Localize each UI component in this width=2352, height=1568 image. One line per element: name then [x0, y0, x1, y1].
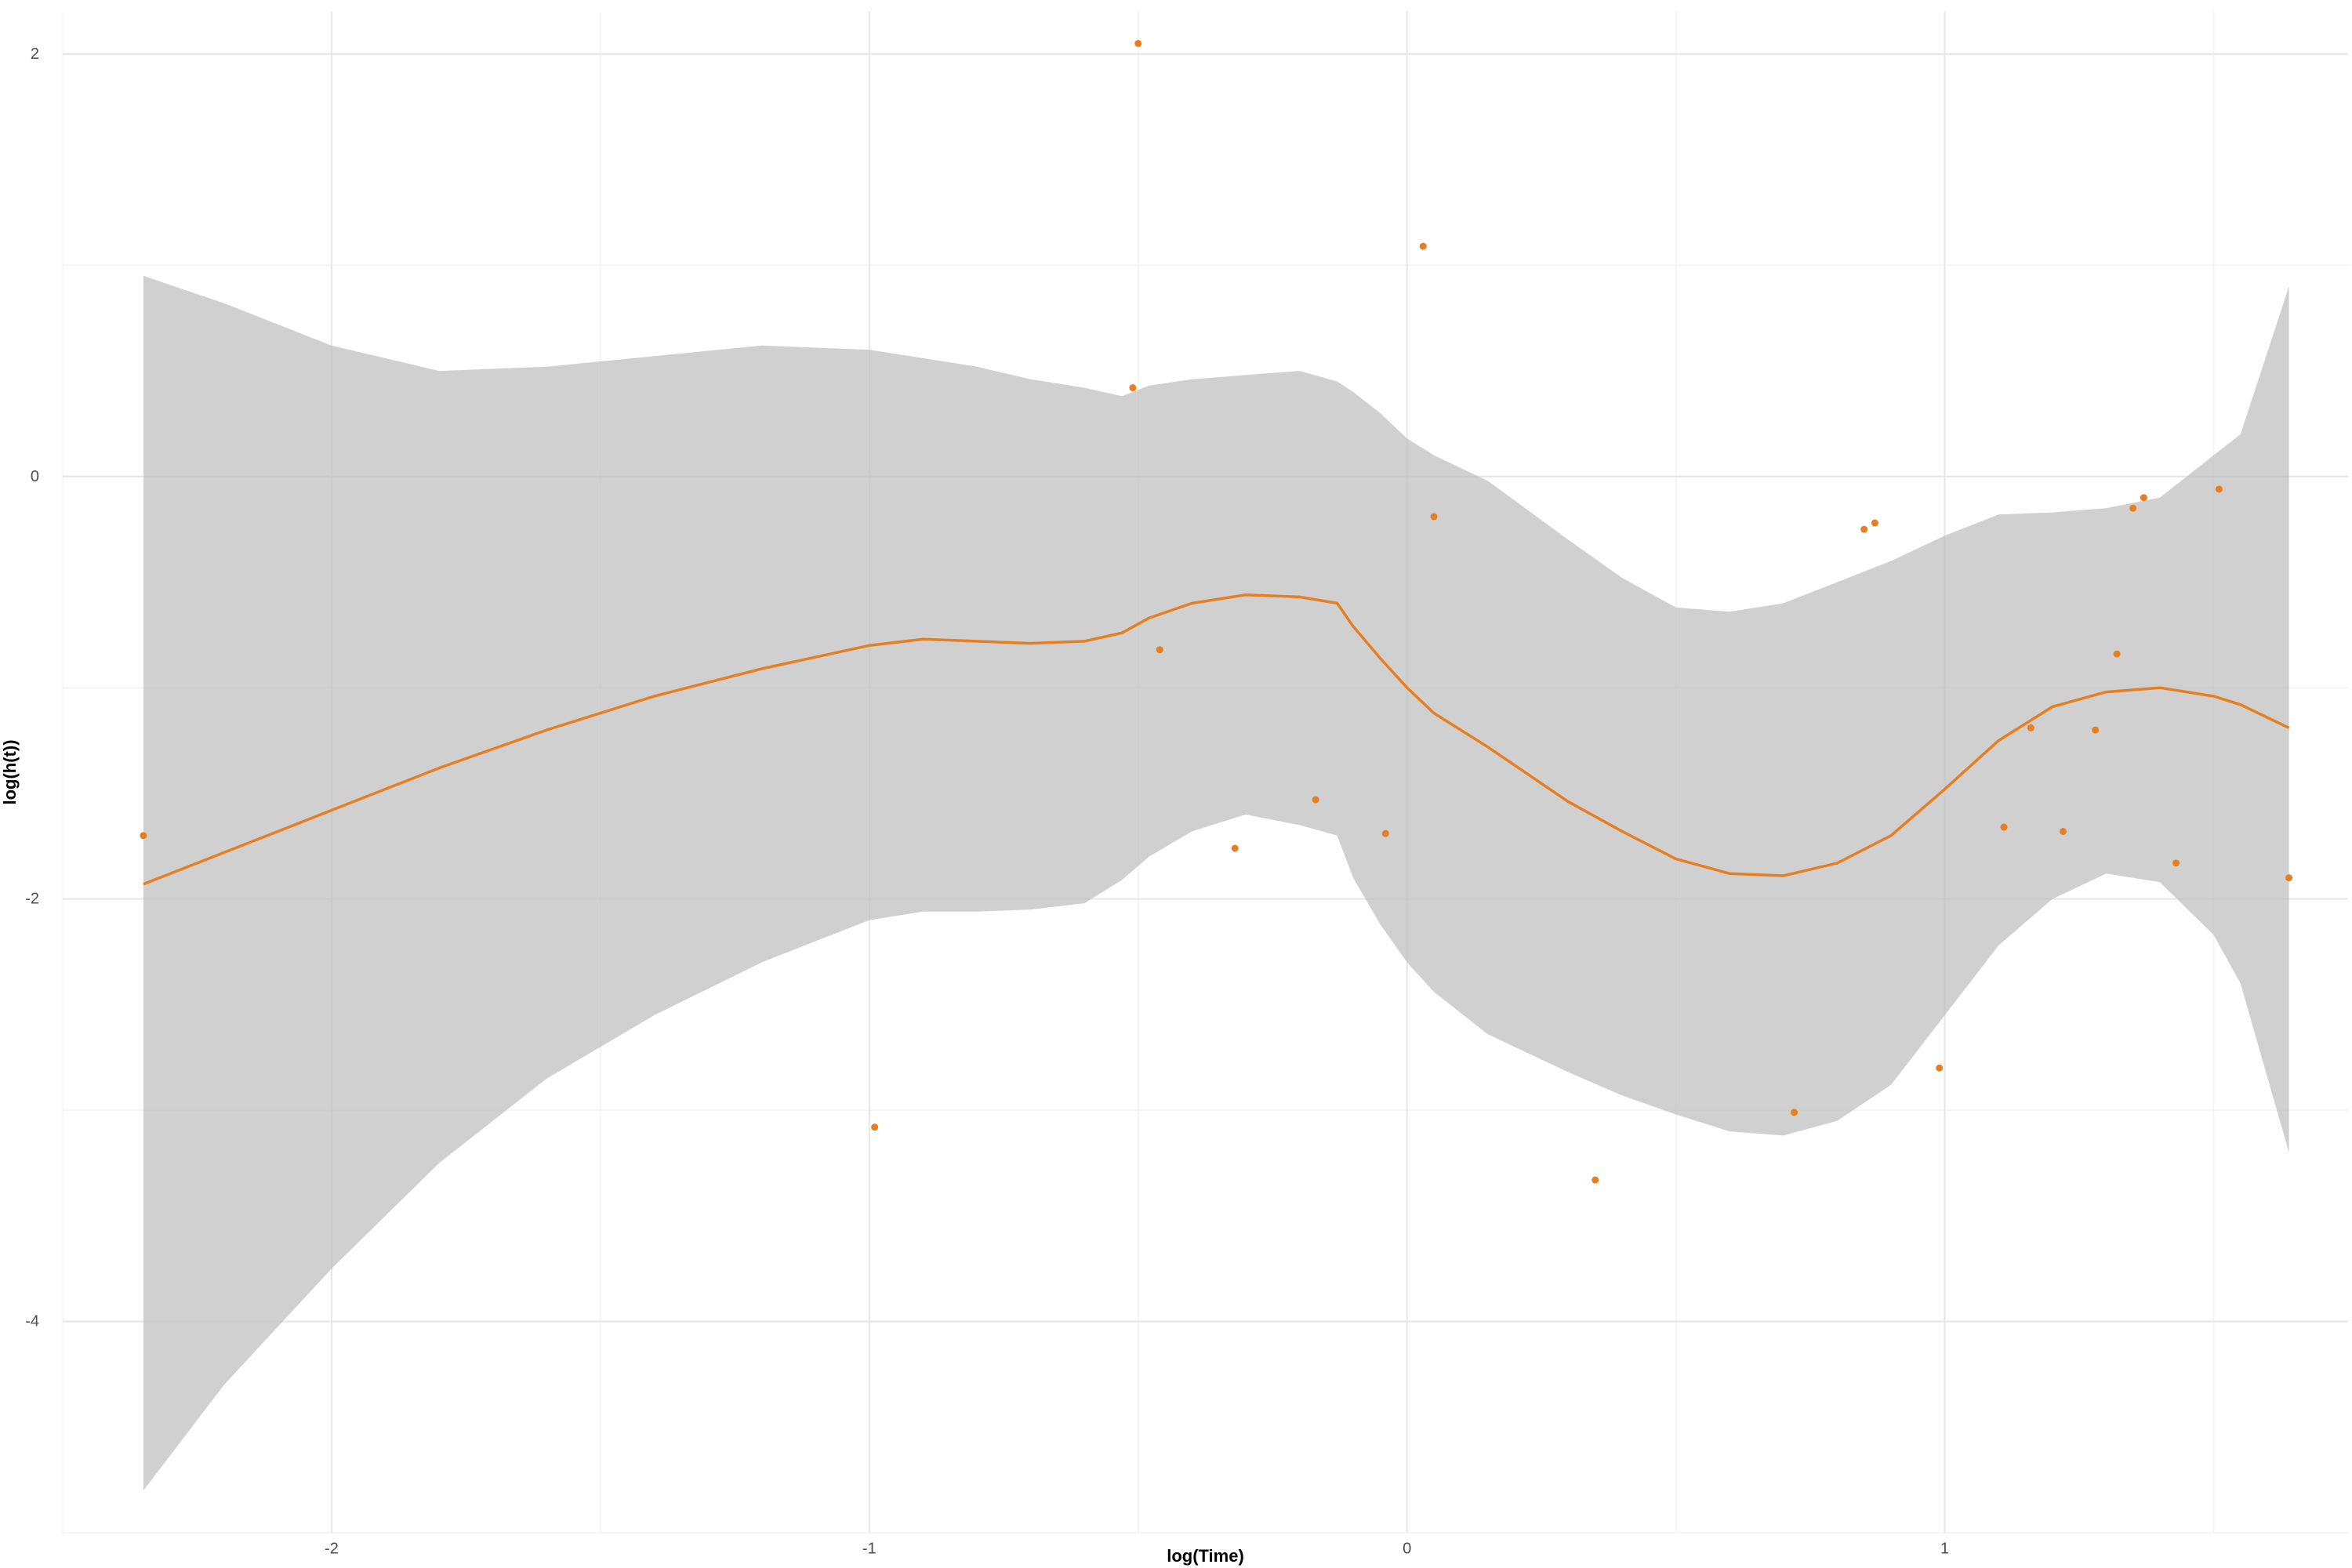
data-point — [1791, 1109, 1798, 1116]
x-axis-title: log(Time) — [1167, 1546, 1244, 1566]
data-point — [2092, 726, 2100, 734]
data-point — [2000, 823, 2008, 831]
data-point — [2129, 504, 2137, 512]
data-point — [2215, 485, 2223, 493]
x-tick-label: 0 — [1403, 1541, 1411, 1558]
x-tick-label: 1 — [1940, 1541, 1949, 1558]
data-point — [2172, 859, 2180, 867]
data-point — [1381, 829, 1389, 837]
data-point — [1871, 519, 1878, 527]
data-point — [871, 1123, 879, 1131]
x-tick-labels: -2 -1 0 1 — [325, 1541, 1949, 1558]
data-point — [1134, 39, 1142, 47]
data-point — [2059, 827, 2067, 835]
data-point — [2027, 724, 2034, 731]
y-tick-label: -4 — [25, 1313, 39, 1330]
confidence-ribbon — [143, 275, 2289, 1491]
data-point — [1156, 646, 1163, 654]
data-point — [1231, 844, 1239, 852]
data-point — [140, 832, 147, 840]
data-point — [1312, 796, 1319, 804]
smooth-line — [143, 593, 2290, 886]
data-point — [1419, 242, 1427, 250]
y-tick-labels: -4 -2 0 2 — [25, 45, 39, 1330]
data-point — [2140, 494, 2147, 502]
data-point — [1592, 1176, 1599, 1184]
data-point — [1129, 384, 1137, 392]
y-tick-label: -2 — [25, 891, 39, 908]
x-tick-label: -1 — [862, 1541, 877, 1558]
data-point — [2113, 650, 2121, 658]
y-tick-label: 2 — [31, 45, 39, 63]
data-point — [1936, 1064, 1944, 1072]
data-points — [140, 39, 2293, 1184]
y-axis-title: log(h(t)) — [0, 739, 20, 804]
x-tick-label: -2 — [325, 1541, 339, 1558]
y-tick-label: 0 — [31, 468, 39, 485]
data-point — [1430, 513, 1438, 521]
data-point — [1860, 525, 1868, 533]
data-point — [2285, 874, 2293, 882]
